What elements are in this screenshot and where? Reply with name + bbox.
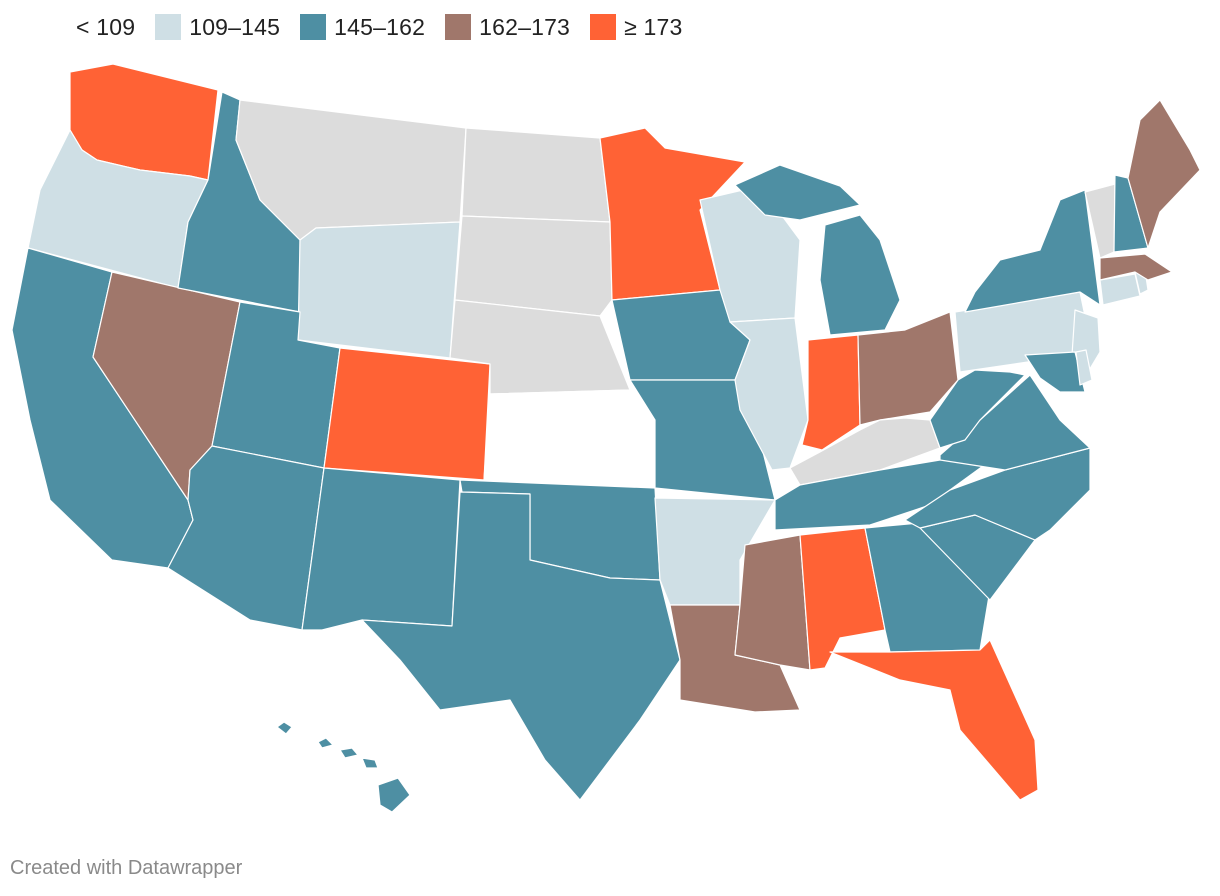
- legend-item-145-162: 145–162: [300, 14, 425, 41]
- state-west-virginia: [929, 369, 1026, 449]
- map-legend: < 109 109–145 145–162 162–173 ≥ 173: [42, 12, 702, 42]
- state-illinois: [729, 317, 809, 471]
- state-south-dakota: [454, 215, 613, 317]
- state-arizona: [167, 445, 325, 631]
- state-north-dakota: [461, 127, 611, 223]
- legend-swatch: [445, 14, 472, 40]
- legend-item-lt-109: < 109: [42, 14, 135, 41]
- legend-label: ≥ 173: [624, 13, 683, 40]
- legend-label: 109–145: [189, 13, 281, 40]
- state-maryland: [1024, 351, 1086, 393]
- state-new-york: [964, 189, 1101, 313]
- state-hawaii: [276, 721, 293, 735]
- state-colorado: [323, 347, 491, 481]
- state-maine: [1127, 99, 1201, 249]
- state-michigan: [734, 164, 861, 221]
- legend-label: < 109: [76, 13, 136, 40]
- state-florida: [829, 639, 1039, 801]
- legend-swatch: [590, 14, 617, 40]
- state-minnesota: [599, 127, 746, 301]
- state-indiana: [801, 334, 861, 451]
- state-hawaii: [317, 737, 334, 749]
- state-new-mexico: [301, 467, 461, 631]
- legend-swatch: [300, 14, 327, 40]
- state-north-carolina: [904, 447, 1091, 541]
- state-michigan: [819, 214, 901, 336]
- state-ohio: [857, 311, 959, 426]
- footer-credit: Created with Datawrapper: [10, 857, 243, 879]
- state-connecticut: [1099, 273, 1141, 306]
- state-mississippi: [734, 534, 811, 671]
- state-wyoming: [297, 221, 461, 359]
- state-texas: [361, 491, 681, 801]
- state-hawaii: [377, 777, 411, 813]
- state-massachusetts: [1099, 253, 1173, 281]
- legend-item-109-145: 109–145: [155, 14, 280, 41]
- legend-item-gte-173: ≥ 173: [590, 14, 682, 41]
- legend-item-162-173: 162–173: [445, 14, 570, 41]
- state-kansas: [483, 389, 656, 489]
- legend-label: 162–173: [479, 13, 571, 40]
- state-hawaii: [361, 757, 379, 769]
- state-delaware: [1075, 349, 1093, 386]
- state-tennessee: [774, 449, 1006, 531]
- legend-swatch: [42, 14, 68, 40]
- legend-swatch: [155, 14, 182, 40]
- legend-label: 145–162: [334, 13, 426, 40]
- state-hawaii: [339, 747, 359, 759]
